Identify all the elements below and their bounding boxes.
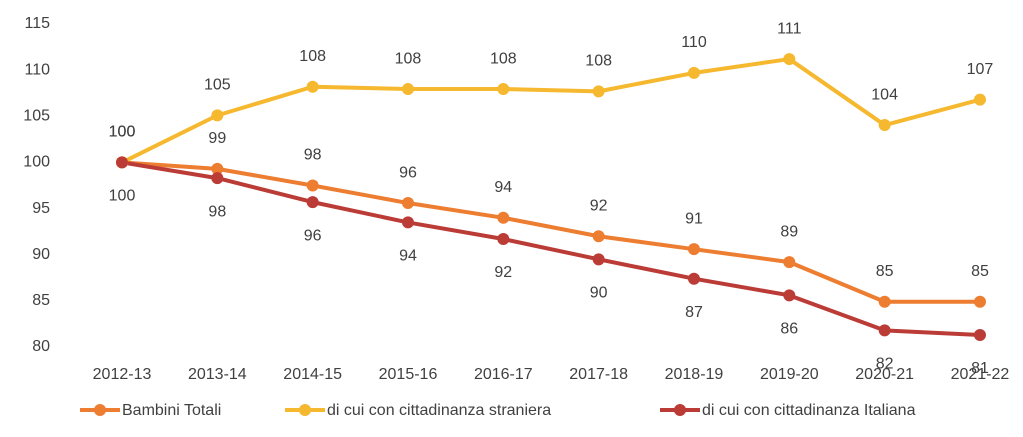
data-point [497,211,510,224]
data-point [783,289,796,302]
legend-marker [674,404,686,416]
data-label: 94 [494,179,512,196]
data-point [497,233,510,246]
y-tick-label: 100 [23,154,50,171]
data-point [783,256,796,269]
data-label: 94 [399,248,417,265]
data-point [878,119,891,132]
data-point [878,295,891,308]
data-label: 111 [777,20,801,37]
data-label: 85 [971,263,989,280]
data-label: 100 [109,188,136,205]
data-point [973,329,986,342]
data-point [211,109,224,122]
data-label: 96 [304,227,322,244]
data-label: 85 [876,263,894,280]
data-label: 108 [299,48,326,65]
data-label: 81 [971,360,989,377]
x-tick-label: 2012-13 [93,366,152,383]
data-point [306,80,319,93]
data-point [783,53,796,66]
y-tick-label: 80 [32,338,50,355]
data-point [211,162,224,175]
data-point [401,83,414,96]
data-label: 108 [490,50,517,67]
data-point [401,197,414,210]
x-tick-label: 2013-14 [188,366,247,383]
x-tick-label: 2018-19 [665,366,724,383]
legend-marker [299,404,311,416]
series-line [121,160,981,338]
x-tick-label: 2020-21 [855,366,914,383]
data-label: 100 [109,124,136,141]
data-label: 91 [685,210,703,227]
x-tick-label: 2015-16 [379,366,438,383]
y-tick-label: 110 [24,61,50,78]
data-label: 87 [685,304,703,321]
data-point [592,85,605,98]
legend-label: di cui con cittadinanza straniera [327,402,551,419]
legend-label: Bambini Totali [122,402,221,419]
data-point [211,172,224,185]
data-label: 92 [590,197,608,214]
data-label: 100 [109,124,136,141]
data-label: 108 [585,53,612,70]
data-label: 98 [304,147,322,164]
y-tick-label: 95 [32,200,50,217]
data-point [497,83,510,96]
data-point [973,93,986,106]
x-tick-label: 2016-17 [474,366,533,383]
data-label: 104 [871,86,898,103]
y-tick-label: 105 [23,108,50,125]
data-point [878,324,891,337]
data-label: 86 [780,321,798,338]
x-tick-label: 2017-18 [569,366,628,383]
data-label: 107 [967,61,994,78]
legend-marker [94,404,106,416]
x-tick-label: 2019-20 [760,366,819,383]
x-tick-label: 2021-22 [951,366,1010,383]
data-label: 105 [204,77,231,94]
data-point [687,243,700,256]
data-point [687,272,700,285]
data-label: 82 [876,356,894,373]
data-label: 108 [395,50,422,67]
data-label: 89 [780,223,798,240]
data-label: 92 [494,264,512,281]
data-label: 96 [399,164,417,181]
data-point [116,156,128,169]
data-point [592,253,605,266]
data-point [401,216,414,229]
series-line [121,57,981,165]
data-point [306,196,319,209]
data-label: 90 [590,285,608,302]
data-label: 99 [208,130,226,147]
y-tick-label: 90 [32,246,50,263]
data-point [306,179,319,192]
data-label: 110 [681,34,707,51]
series-line [121,160,980,304]
data-point [973,295,986,308]
data-label: 98 [208,203,226,220]
data-point [687,66,700,79]
y-tick-label: 115 [24,15,50,32]
data-point [592,230,605,243]
legend-label: di cui con cittadinanza Italiana [702,402,916,419]
y-tick-label: 85 [32,292,50,309]
x-tick-label: 2014-15 [283,366,342,383]
